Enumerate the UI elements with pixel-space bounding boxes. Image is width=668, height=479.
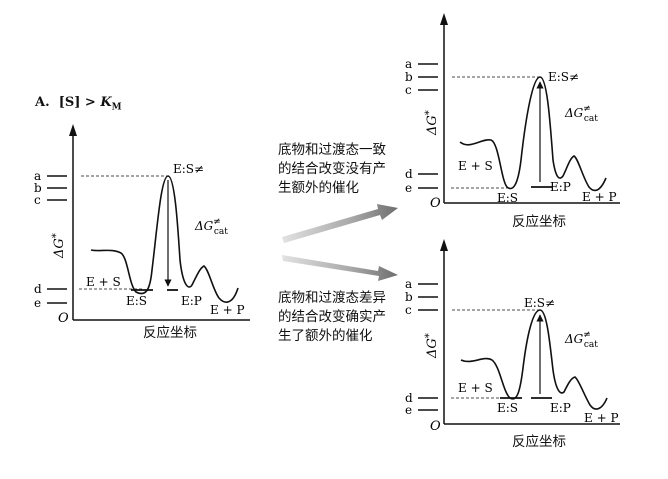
panel-b2-level-d: d bbox=[405, 391, 413, 405]
panel-a-title-condition: [S] > bbox=[58, 95, 101, 110]
panel-b2-label-es: E:S bbox=[497, 401, 518, 415]
panel-b2-level-c: c bbox=[405, 303, 412, 317]
panel-a-ylabel: ΔG* bbox=[51, 233, 67, 259]
caption-bottom-line: 底物和过渡态差异 bbox=[278, 290, 386, 306]
panel-a-title: A. [S] > KM bbox=[35, 95, 122, 113]
panel-a-label-dg: ΔG≠ cat bbox=[194, 217, 228, 237]
panel-a-title-k: K bbox=[100, 95, 112, 110]
panel-a-label-es: E:S bbox=[126, 294, 147, 308]
panel-a-label-ep: E:P bbox=[181, 294, 202, 308]
panel-b1-label-es-free: E + S bbox=[458, 159, 493, 173]
panel-a-level-b: b bbox=[34, 181, 42, 195]
caption-bottom: 底物和过渡态差异 的结合改变确实产 生了额外的催化 bbox=[278, 289, 386, 346]
caption-bottom-line: 的结合改变确实产 bbox=[278, 309, 386, 325]
panel-b1-level-d: d bbox=[405, 167, 413, 181]
panel-b1-label-ep-free: E + P bbox=[582, 190, 617, 204]
panel-b1-level-c: c bbox=[405, 83, 412, 97]
caption-top-line: 生额外的催化 bbox=[278, 180, 359, 196]
panel-b1-y-arrowhead bbox=[440, 13, 448, 25]
panel-a-level-ticks bbox=[47, 175, 67, 304]
panel-a-level-c: c bbox=[34, 193, 41, 207]
transition-arrows bbox=[282, 204, 398, 281]
panel-a-label-ep-free: E + P bbox=[210, 303, 245, 317]
panel-a-y-arrowhead bbox=[69, 124, 77, 136]
panel-a-xlabel: 反应坐标 bbox=[143, 325, 197, 341]
panel-a-level-a: a bbox=[34, 169, 41, 183]
panel-b1-energy-curve bbox=[459, 76, 607, 192]
panel-b2-xlabel: 反应坐标 bbox=[512, 434, 566, 450]
panel-b2-origin: O bbox=[430, 419, 441, 434]
caption-top: 底物和过渡态一致 的结合改变没有产 生额外的催化 bbox=[278, 141, 386, 198]
transition-arrow-bottom bbox=[282, 255, 398, 281]
panel-b2-level-e: e bbox=[405, 403, 412, 417]
caption-top-line: 底物和过渡态一致 bbox=[278, 142, 386, 158]
caption-top-line: 的结合改变没有产 bbox=[278, 161, 386, 177]
panel-b1-label-dg: ΔG≠ cat bbox=[564, 104, 598, 124]
panel-b2-level-ticks bbox=[418, 283, 438, 411]
panel-b2-label-ep-free: E + P bbox=[584, 411, 619, 425]
panel-a-level-e: e bbox=[34, 296, 41, 310]
panel-b2-y-arrowhead bbox=[440, 239, 448, 251]
panel-a-energy-curve bbox=[90, 175, 239, 303]
panel-b1-level-ticks bbox=[418, 63, 438, 189]
panel-b2: ΔG* O a b c d e E:S≠ E + S E:S E:P E bbox=[405, 239, 620, 434]
panel-b1-label-ep: E:P bbox=[550, 180, 571, 194]
panel-b1-label-ts: E:S≠ bbox=[548, 70, 579, 84]
panel-a: ΔG* O a b c d e E:S≠ E + S E:S E:P E bbox=[34, 124, 250, 326]
panel-b2-energy-curve bbox=[460, 309, 608, 410]
panel-b1-level-b: b bbox=[405, 70, 413, 84]
panel-a-label-ts: E:S≠ bbox=[173, 162, 204, 176]
panel-b1-level-e: e bbox=[405, 181, 412, 195]
panel-b2-label-es-free: E + S bbox=[458, 381, 493, 395]
panel-b1: ΔG* O a b c d e E:S≠ E + S E:S E:P E + P bbox=[405, 13, 620, 211]
panel-b2-level-b: b bbox=[405, 290, 413, 304]
panel-b2-label-dg: ΔG≠ cat bbox=[564, 330, 598, 350]
panel-a-origin: O bbox=[58, 311, 69, 326]
panel-b1-origin: O bbox=[430, 196, 441, 211]
panel-b2-ylabel: ΔG* bbox=[424, 333, 440, 359]
panel-b2-label-ep: E:P bbox=[550, 401, 571, 415]
panel-b2-level-a: a bbox=[405, 277, 412, 291]
panel-b1-label-es: E:S bbox=[497, 191, 518, 205]
caption-bottom-line: 生了额外的催化 bbox=[278, 328, 373, 344]
panel-a-label-es-free: E + S bbox=[86, 275, 121, 289]
panel-b1-ylabel: ΔG* bbox=[424, 110, 440, 136]
transition-arrow-top bbox=[282, 204, 398, 243]
panel-b2-label-ts: E:S≠ bbox=[524, 296, 555, 310]
panel-a-title-m: M bbox=[111, 102, 122, 113]
panel-a-level-d: d bbox=[34, 282, 42, 296]
panel-b1-level-a: a bbox=[405, 57, 412, 71]
panel-b1-xlabel: 反应坐标 bbox=[512, 214, 566, 230]
panel-a-title-letter: A. bbox=[35, 95, 50, 110]
